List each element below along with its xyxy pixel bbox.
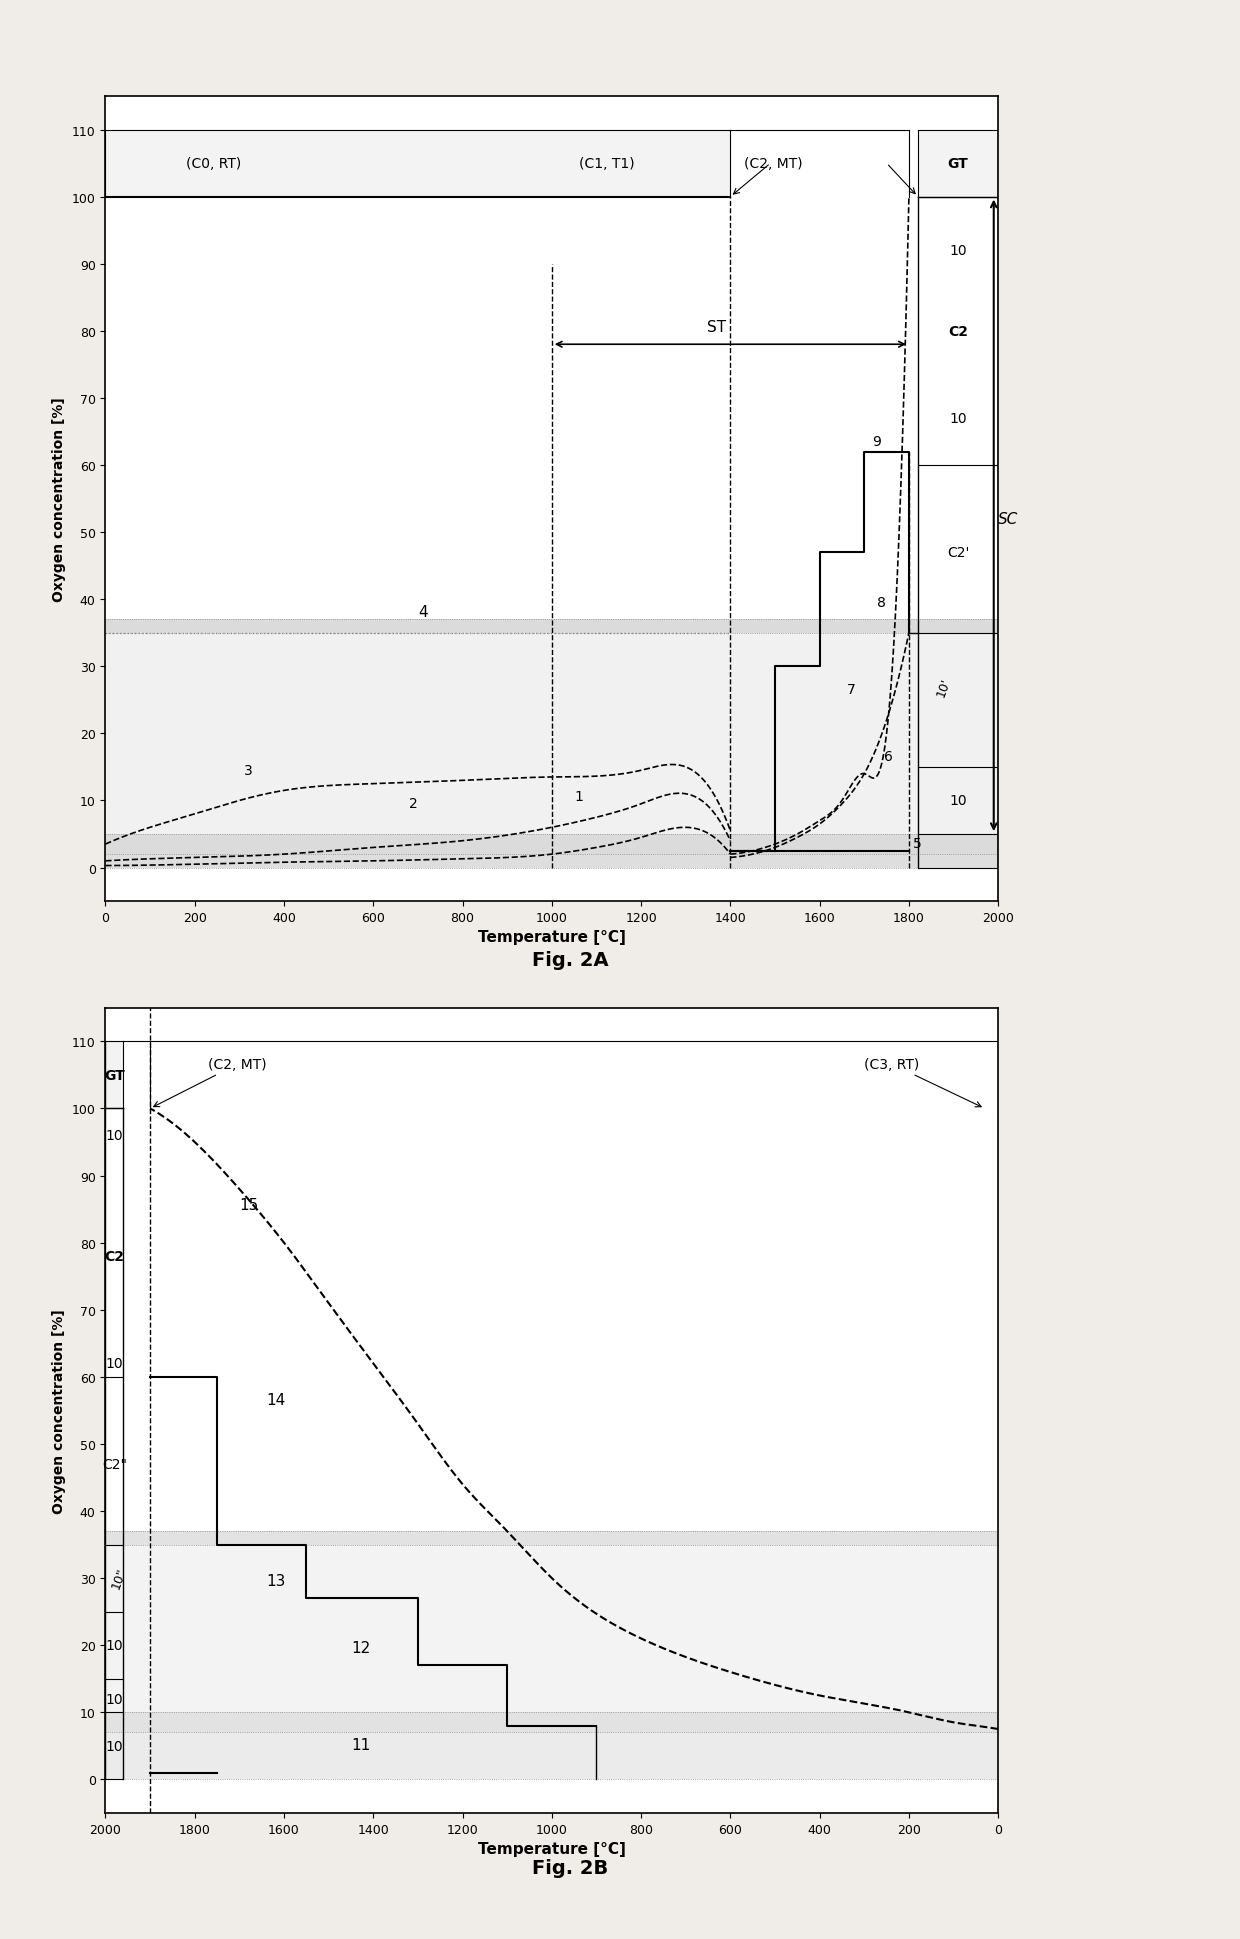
Text: 9: 9	[872, 434, 882, 448]
Text: ST: ST	[707, 320, 727, 335]
Text: 5: 5	[914, 838, 923, 851]
Text: 2: 2	[409, 797, 418, 811]
Text: (C2, MT): (C2, MT)	[744, 157, 802, 171]
Text: 10: 10	[105, 1739, 123, 1753]
Text: 7: 7	[847, 683, 856, 696]
Text: 6: 6	[884, 750, 893, 764]
Bar	[105, 1532, 998, 1545]
Bar	[105, 1733, 998, 1780]
Text: 10: 10	[105, 1128, 123, 1142]
Text: 11: 11	[351, 1737, 371, 1753]
Y-axis label: Oxygen concentration [%]: Oxygen concentration [%]	[52, 397, 66, 601]
Bar	[105, 1712, 998, 1733]
Text: 10: 10	[105, 1357, 123, 1371]
Text: C2: C2	[949, 324, 968, 339]
Bar	[105, 620, 998, 634]
Text: (C1, T1): (C1, T1)	[579, 157, 634, 171]
Text: 13: 13	[267, 1573, 285, 1588]
Text: 15: 15	[239, 1198, 259, 1212]
Text: 10: 10	[105, 1693, 123, 1706]
Text: 4: 4	[418, 605, 428, 620]
Text: Fig. 2A: Fig. 2A	[532, 950, 609, 970]
Text: 10': 10'	[934, 675, 954, 698]
Bar	[105, 855, 998, 869]
Text: GT: GT	[104, 1068, 125, 1082]
Text: 10: 10	[949, 795, 967, 809]
Text: (C0, RT): (C0, RT)	[186, 157, 241, 171]
Text: 8: 8	[877, 595, 885, 609]
Text: GT: GT	[947, 157, 968, 171]
Text: 1: 1	[574, 789, 583, 805]
Text: 10: 10	[105, 1638, 123, 1652]
Text: (C3, RT): (C3, RT)	[864, 1057, 981, 1107]
Text: 10": 10"	[109, 1567, 129, 1590]
Text: (C2, MT): (C2, MT)	[154, 1057, 267, 1107]
Bar	[105, 834, 998, 855]
Text: 3: 3	[244, 764, 253, 778]
Bar	[105, 1545, 998, 1712]
Text: 10: 10	[949, 244, 967, 258]
X-axis label: Temperature [°C]: Temperature [°C]	[477, 1842, 626, 1856]
Text: C2': C2'	[947, 547, 970, 560]
Text: C2": C2"	[102, 1458, 126, 1472]
Text: 14: 14	[267, 1392, 285, 1408]
Text: 12: 12	[351, 1640, 371, 1656]
X-axis label: Temperature [°C]: Temperature [°C]	[477, 931, 626, 944]
Text: Fig. 2B: Fig. 2B	[532, 1858, 609, 1877]
Text: SC: SC	[998, 512, 1018, 527]
Text: C2: C2	[104, 1249, 124, 1264]
Y-axis label: Oxygen concentration [%]: Oxygen concentration [%]	[52, 1309, 66, 1512]
Text: 10: 10	[949, 411, 967, 427]
